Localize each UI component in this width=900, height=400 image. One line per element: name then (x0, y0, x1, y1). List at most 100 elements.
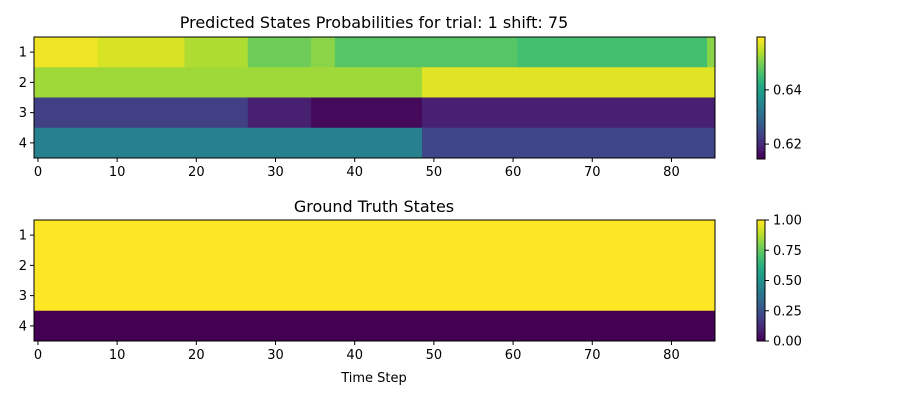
ground-truth-colorbar-step (757, 266, 765, 269)
predicted-colorbar-step (757, 75, 765, 79)
ground-truth-colorbar-step (757, 282, 765, 286)
predicted-colorbar-step (757, 71, 765, 75)
ground-truth-colorbar-step (757, 236, 765, 239)
ground-truth-colorbar-step (757, 306, 765, 310)
predicted-x-tick-label: 0 (34, 165, 42, 180)
ground-truth-colorbar-step (757, 234, 765, 237)
predicted-y-axis: 1 2 3 4 (19, 46, 34, 151)
ground-truth-colorbar-step (757, 294, 765, 298)
predicted-colorbar-step (757, 73, 765, 77)
predicted-colorbar-step (757, 120, 765, 123)
ground-truth-x-tick-label: 0 (34, 348, 42, 363)
ground-truth-x-axis: 0 10 20 30 40 50 60 70 80 (34, 341, 680, 363)
predicted-colorbar-step (757, 108, 765, 111)
predicted-x-tick-label: 50 (426, 165, 443, 180)
predicted-colorbar-step (757, 100, 765, 103)
predicted-colorbar-step (757, 93, 765, 97)
predicted-heatmap-cell (34, 67, 423, 98)
predicted-colorbar-step (757, 114, 765, 117)
predicted-colorbar-step (757, 122, 765, 125)
predicted-colorbar-ticks: 0.62 0.64 (765, 83, 802, 153)
predicted-colorbar-step (757, 79, 765, 83)
ground-truth-heatmap-cell (34, 280, 716, 312)
ground-truth-colorbar-step (757, 314, 765, 318)
predicted-states-panel: Predicted States Probabilities for trial… (19, 13, 716, 180)
predicted-colorbar-tick-label: 0.64 (773, 83, 802, 98)
predicted-heatmap-cell (422, 97, 716, 129)
ground-truth-colorbar-tick-label: 0.00 (773, 335, 802, 350)
predicted-heatmap-cells (34, 37, 716, 159)
predicted-colorbar-step (757, 118, 765, 121)
ground-truth-colorbar-step (757, 318, 765, 322)
ground-truth-colorbar-ticks: 0.00 0.25 0.50 0.75 1.00 (765, 214, 802, 350)
predicted-heatmap-cell (311, 97, 423, 129)
ground-truth-colorbar-step (757, 320, 765, 324)
predicted-colorbar-step (757, 61, 765, 64)
ground-truth-colorbar-step (757, 248, 765, 251)
predicted-colorbar-step (757, 47, 765, 50)
ground-truth-colorbar-gradient (757, 220, 765, 342)
predicted-colorbar-step (757, 53, 765, 56)
predicted-colorbar-step (757, 148, 765, 152)
ground-truth-colorbar-step (757, 284, 765, 288)
ground-truth-colorbar-step (757, 304, 765, 308)
ground-truth-colorbar-step (757, 246, 765, 249)
predicted-colorbar-step (757, 126, 765, 129)
ground-truth-colorbar-step (757, 308, 765, 312)
ground-truth-colorbar-step (757, 290, 765, 294)
ground-truth-colorbar-step (757, 224, 765, 227)
ground-truth-colorbar-step (757, 336, 765, 340)
predicted-colorbar-step (757, 83, 765, 87)
predicted-heatmap-cell (707, 37, 716, 68)
ground-truth-x-axis-label: Time Step (340, 371, 407, 386)
predicted-colorbar-tick-label: 0.62 (773, 138, 802, 153)
ground-truth-colorbar-step (757, 310, 765, 314)
predicted-colorbar-step (757, 98, 765, 101)
ground-truth-heatmap-cell (34, 220, 716, 251)
ground-truth-colorbar-step (757, 338, 765, 342)
predicted-colorbar-step (757, 102, 765, 105)
ground-truth-colorbar-step (757, 300, 765, 304)
predicted-colorbar-step (757, 104, 765, 107)
predicted-colorbar: 0.62 0.64 (756, 36, 802, 160)
ground-truth-colorbar-step (757, 298, 765, 302)
ground-truth-colorbar-step (757, 222, 765, 225)
ground-truth-colorbar-step (757, 302, 765, 306)
predicted-colorbar-step (757, 59, 765, 62)
predicted-colorbar-step (757, 89, 765, 93)
predicted-x-tick-label: 20 (188, 165, 205, 180)
ground-truth-colorbar-step (757, 230, 765, 233)
predicted-colorbar-step (757, 43, 765, 46)
ground-truth-colorbar-step (757, 258, 765, 261)
predicted-colorbar-step (757, 142, 765, 146)
predicted-colorbar-step (757, 124, 765, 127)
predicted-colorbar-frame (756, 36, 766, 160)
predicted-colorbar-step (757, 65, 765, 68)
ground-truth-colorbar-tick-label: 1.00 (773, 214, 802, 229)
ground-truth-heatmap-cell (34, 250, 716, 281)
predicted-heatmap-cell (422, 127, 716, 159)
ground-truth-colorbar-step (757, 286, 765, 290)
predicted-colorbar-step (757, 146, 765, 150)
predicted-y-tick-label: 4 (19, 136, 27, 151)
ground-truth-colorbar-step (757, 276, 765, 279)
ground-truth-colorbar-step (757, 238, 765, 241)
ground-truth-colorbar-step (757, 278, 765, 281)
predicted-y-tick-label: 3 (19, 106, 27, 121)
predicted-colorbar-step (757, 150, 765, 154)
ground-truth-colorbar-step (757, 324, 765, 328)
ground-truth-colorbar-step (757, 242, 765, 245)
ground-truth-colorbar-step (757, 288, 765, 292)
predicted-colorbar-step (757, 85, 765, 89)
ground-truth-colorbar-step (757, 252, 765, 255)
predicted-x-tick-label: 30 (267, 165, 284, 180)
predicted-heatmap-cell (517, 37, 708, 68)
predicted-chart-title: Predicted States Probabilities for trial… (180, 13, 569, 32)
ground-truth-colorbar: 0.00 0.25 0.50 0.75 1.00 (756, 214, 802, 350)
ground-truth-colorbar-step (757, 316, 765, 320)
predicted-x-tick-label: 40 (346, 165, 363, 180)
predicted-colorbar-step (757, 106, 765, 109)
predicted-x-tick-label: 80 (663, 165, 680, 180)
ground-truth-colorbar-step (757, 296, 765, 300)
predicted-heatmap-cell (311, 37, 336, 68)
